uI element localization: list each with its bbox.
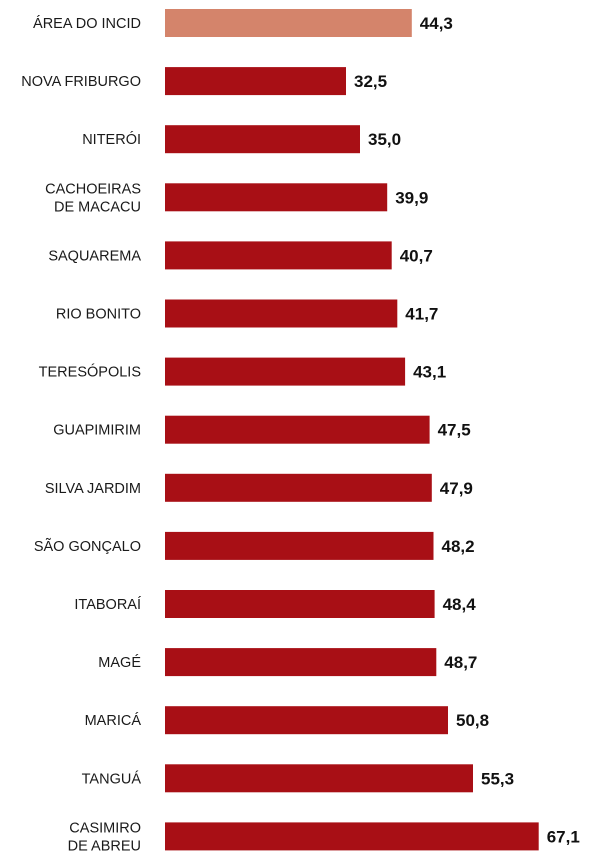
bar (165, 299, 398, 328)
bar (165, 125, 360, 154)
category-label: SÃO GONÇALO (34, 538, 141, 555)
value-label: 50,8 (456, 711, 489, 730)
bar (165, 67, 346, 96)
bar (165, 473, 432, 502)
category-label: TERESÓPOLIS (39, 364, 141, 381)
bar (165, 415, 430, 444)
category-label: NITERÓI (82, 131, 141, 148)
bar (165, 9, 412, 37)
bar (165, 531, 434, 560)
category-label: RIO BONITO (56, 307, 141, 323)
bar (165, 241, 392, 270)
value-label: 43,1 (413, 363, 446, 382)
category-label: MAGÉ (98, 654, 141, 671)
category-label: ITABORAÍ (74, 596, 141, 613)
value-label: 32,5 (354, 72, 387, 91)
category-label: SAQUAREMA (48, 248, 141, 264)
bar (165, 764, 473, 793)
bar (165, 183, 388, 212)
bar (165, 822, 539, 851)
category-label: SILVA JARDIM (45, 481, 141, 497)
value-label: 48,4 (443, 595, 477, 614)
value-label: 67,1 (547, 827, 580, 846)
value-label: 48,2 (442, 537, 475, 556)
bar (165, 357, 406, 386)
bar (165, 590, 435, 618)
category-label: TANGUÁ (82, 770, 142, 787)
category-label: MARICÁ (85, 712, 142, 729)
value-label: 47,9 (440, 479, 473, 498)
bar (165, 648, 437, 677)
category-label: ÁREA DO INCID (33, 15, 141, 32)
category-label: DE MACACU (54, 199, 141, 215)
value-label: 40,7 (400, 246, 433, 265)
value-label: 44,3 (420, 14, 453, 33)
category-label: DE ABREU (68, 838, 141, 852)
bar (165, 706, 448, 735)
value-label: 47,5 (438, 421, 471, 440)
category-label: NOVA FRIBURGO (21, 74, 141, 90)
category-label: CACHOEIRAS (45, 181, 141, 197)
value-label: 55,3 (481, 769, 514, 788)
value-label: 35,0 (368, 130, 401, 149)
value-label: 41,7 (405, 305, 438, 324)
category-label: GUAPIMIRIM (53, 423, 141, 439)
value-label: 48,7 (444, 653, 477, 672)
category-label: CASIMIRO (69, 820, 141, 836)
value-label: 39,9 (395, 188, 428, 207)
